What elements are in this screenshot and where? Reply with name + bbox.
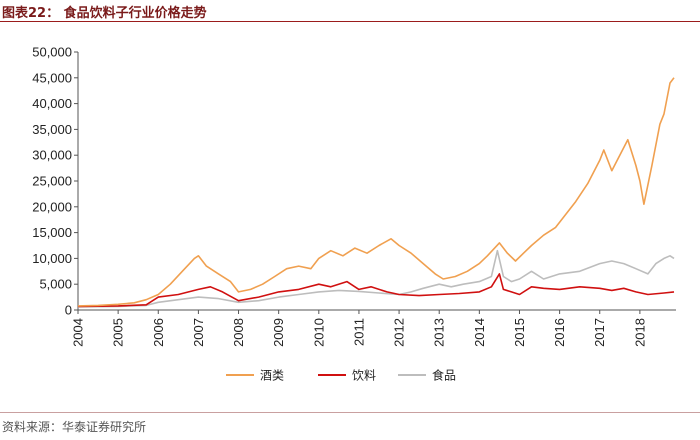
y-tick-label: 15,000 [32,225,72,240]
x-tick-label: 2004 [71,318,86,347]
legend: 酒类 饮料 食品 [226,368,456,383]
x-tick-label: 2011 [351,318,366,346]
x-tick-label: 2007 [191,318,206,347]
y-tick-label: 20,000 [32,199,72,214]
series-line-酒类 [77,77,675,307]
x-tick-label: 2015 [512,318,527,347]
y-axis: 0 5,000 10,000 15,000 20,000 25,000 30,000 35,0… [32,45,79,318]
y-tick-label: 0 [65,303,72,318]
x-axis: 2004 2005 2006 2007 2008 2009 2010 2011 2012 2013… [71,309,676,347]
x-tick-label: 2017 [592,318,607,347]
y-tick-label: 45,000 [32,70,72,85]
source-note: 资料来源：华泰证券研究所 [2,420,147,434]
source-rule [0,412,700,413]
y-tick-label: 40,000 [32,96,72,111]
figure-header: 图表22： 食品饮料子行业价格走势 [0,0,700,22]
y-tick-label: 5,000 [39,277,72,292]
x-tick-label: 2013 [432,318,447,347]
legend-label: 食品 [432,368,456,383]
legend-label: 饮料 [352,369,376,383]
legend-label: 酒类 [260,369,284,383]
x-tick-label: 2008 [231,318,246,347]
series-group [77,77,675,308]
price-trend-chart: 0 5,000 10,000 15,000 20,000 25,000 30,000 35,0… [32,45,676,383]
x-tick-label: 2010 [311,318,326,347]
x-tick-label: 2016 [552,318,567,347]
x-tick-label: 2006 [151,318,166,347]
y-tick-label: 35,000 [32,122,72,137]
y-tick-label: 10,000 [32,251,72,266]
y-tick-label: 50,000 [32,45,72,60]
y-tick-label: 25,000 [32,174,72,189]
header-rule [0,21,700,22]
series-line-食品 [77,249,675,308]
x-tick-label: 2009 [271,318,286,347]
x-tick-label: 2012 [392,318,407,347]
x-tick-label: 2005 [111,318,126,347]
x-tick-label: 2014 [472,318,487,347]
x-tick-label: 2018 [632,318,647,347]
figure-title: 图表22： 食品饮料子行业价格走势 [2,6,207,21]
y-tick-label: 30,000 [32,148,72,163]
series-line-饮料 [77,273,675,308]
